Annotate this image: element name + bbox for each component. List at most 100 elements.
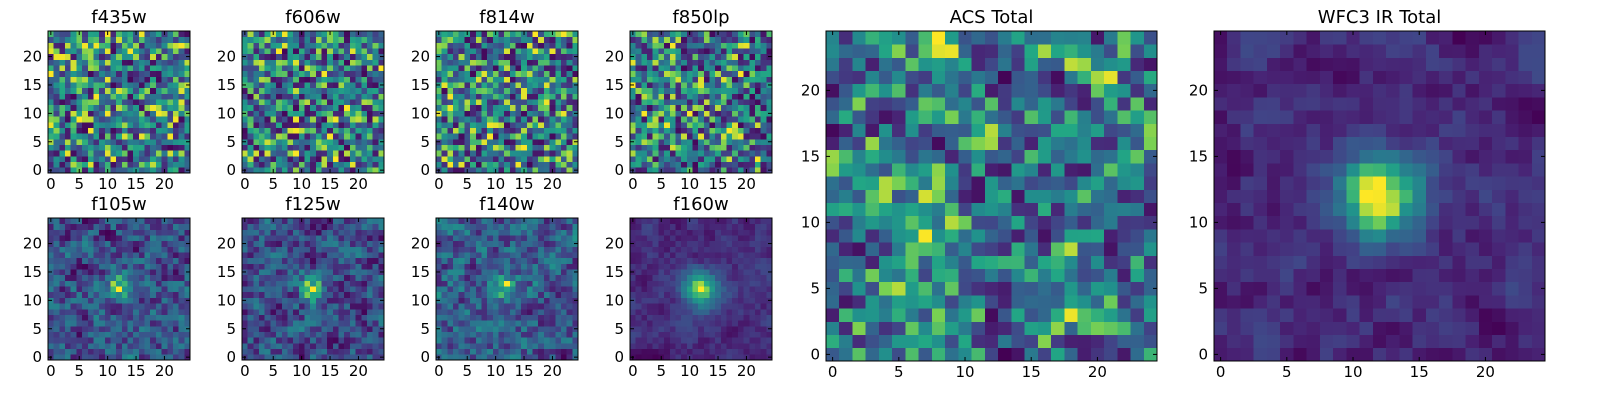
heatmap-cell	[498, 36, 505, 43]
heatmap-cell	[372, 286, 379, 293]
heatmap-cell	[481, 218, 488, 225]
heatmap-cell	[150, 70, 157, 77]
heatmap-cell	[87, 291, 94, 298]
heatmap-cell	[543, 93, 550, 100]
heatmap-cell	[366, 297, 374, 304]
heatmap-cell	[184, 314, 191, 321]
heatmap-cell	[709, 274, 716, 281]
heatmap-cell	[264, 53, 271, 60]
heatmap-cell	[732, 286, 739, 293]
heatmap-cell	[310, 235, 317, 242]
heatmap-cell	[327, 116, 334, 123]
heatmap-cell	[652, 59, 659, 66]
heatmap-cell	[293, 53, 300, 60]
heatmap-cell	[332, 257, 339, 264]
heatmap-cell	[110, 93, 117, 100]
heatmap-cell	[298, 263, 305, 270]
heatmap-cell	[709, 127, 716, 134]
heatmap-cell	[298, 53, 305, 60]
heatmap-cell	[87, 110, 94, 117]
heatmap-cell	[549, 308, 556, 315]
heatmap-cell	[749, 99, 756, 106]
heatmap-cell	[487, 337, 494, 344]
heatmap-cell	[70, 303, 77, 310]
heatmap-cell	[481, 308, 488, 315]
heatmap-cell	[259, 48, 266, 55]
heatmap-cell	[270, 280, 277, 287]
heatmap-cell	[726, 138, 733, 145]
heatmap-cell	[344, 274, 351, 281]
heatmap-cell	[65, 325, 72, 332]
heatmap-cell	[675, 269, 682, 276]
heatmap-cell	[441, 348, 448, 355]
heatmap-cell	[498, 144, 505, 151]
heatmap-cell	[766, 59, 773, 66]
heatmap-cell	[242, 252, 249, 259]
heatmap-cell	[155, 116, 162, 123]
heatmap-cell	[82, 297, 89, 304]
heatmap-cell	[361, 48, 368, 55]
heatmap-cell	[327, 59, 334, 66]
heatmap-cell	[184, 303, 191, 310]
heatmap-cell	[242, 246, 249, 253]
heatmap-cell	[104, 297, 111, 304]
heatmap-cell	[549, 133, 556, 140]
heatmap-cell	[470, 246, 477, 253]
heatmap-cell	[361, 82, 368, 89]
heatmap-cell	[487, 325, 494, 332]
heatmap-cell	[749, 48, 756, 55]
heatmap-cell	[242, 235, 249, 242]
heatmap-cell	[178, 150, 185, 157]
heatmap-cell	[441, 127, 448, 134]
heatmap-cell	[681, 167, 688, 174]
heatmap-cell	[475, 252, 482, 259]
heatmap-cell	[526, 48, 533, 55]
heatmap-cell	[470, 342, 477, 350]
heatmap-cell	[355, 65, 362, 72]
heatmap-cell	[167, 257, 174, 264]
heatmap-cell	[281, 274, 288, 281]
heatmap-cell	[53, 93, 60, 100]
heatmap-cell	[110, 274, 117, 281]
x-tick-label: 0	[46, 175, 56, 193]
heatmap-cell	[110, 116, 117, 123]
heatmap-cell	[167, 229, 174, 236]
heatmap-cell	[692, 93, 699, 100]
heatmap-cell	[538, 76, 545, 83]
heatmap-cell	[441, 337, 448, 344]
heatmap-cell	[355, 308, 362, 315]
heatmap-cell	[447, 286, 454, 293]
heatmap-cell	[264, 297, 271, 304]
heatmap-cell	[754, 320, 762, 327]
heatmap-cell	[515, 127, 522, 134]
heatmap-cell	[138, 308, 145, 315]
heatmap-cell	[144, 167, 151, 174]
heatmap-cell	[82, 144, 89, 151]
heatmap-cell	[470, 93, 477, 100]
heatmap-cell	[349, 229, 356, 236]
heatmap-cell	[515, 308, 522, 315]
heatmap-cell	[133, 252, 140, 259]
heatmap-cell	[247, 240, 254, 247]
heatmap-cell	[121, 121, 128, 128]
heatmap-cell	[366, 48, 374, 55]
heatmap-cell	[281, 218, 288, 225]
heatmap-cell	[99, 144, 106, 151]
heatmap-cell	[509, 348, 516, 355]
heatmap-cell	[675, 53, 682, 60]
heatmap-cell	[259, 155, 266, 163]
heatmap-cell	[470, 354, 477, 361]
heatmap-cell	[65, 70, 72, 77]
heatmap-cell	[287, 87, 294, 94]
heatmap-cell	[281, 76, 288, 83]
heatmap-cell	[121, 59, 128, 66]
heatmap-cell	[498, 291, 505, 298]
heatmap-cell	[475, 314, 482, 321]
heatmap-cell	[70, 110, 77, 117]
heatmap-cell	[504, 110, 511, 117]
heatmap-cell	[155, 308, 162, 315]
heatmap-cell	[242, 144, 249, 151]
heatmap-cell	[458, 303, 465, 310]
heatmap-cell	[321, 286, 328, 293]
heatmap-cell	[144, 320, 151, 327]
